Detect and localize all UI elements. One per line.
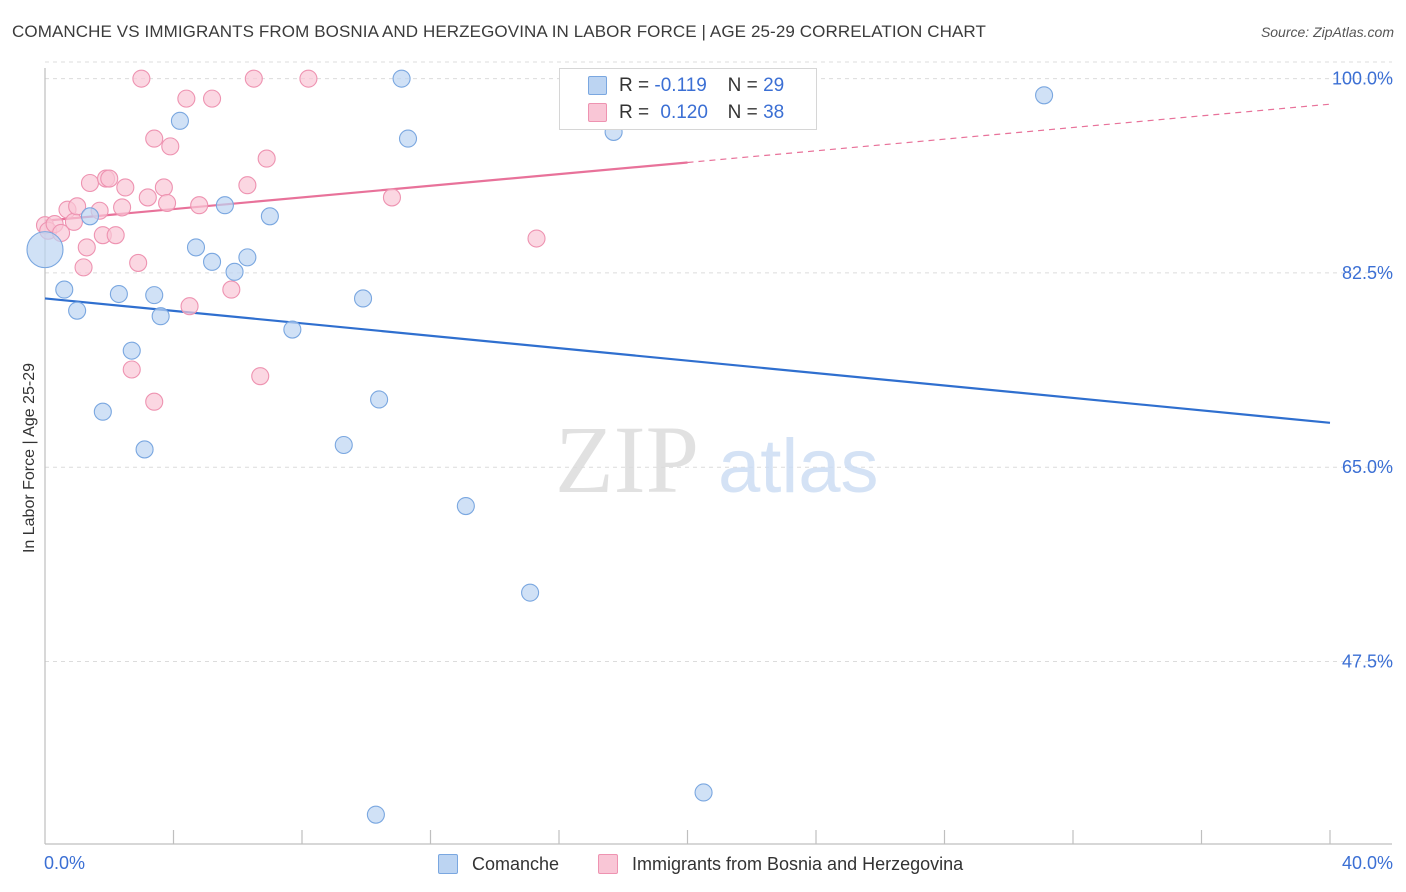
gridlines [45, 61, 1392, 662]
y-tick-label: 47.5% [1342, 651, 1393, 671]
legend-r-label: R = [619, 102, 650, 123]
point-comanche [80, 207, 100, 226]
point-comanche [334, 435, 353, 455]
legend-swatch-bosnia [588, 103, 607, 122]
point-bosnia [203, 89, 222, 108]
x-tick-label: 40.0% [1342, 853, 1393, 873]
point-comanche [225, 262, 244, 281]
point-bosnia [158, 193, 177, 213]
point-bosnia [145, 129, 164, 148]
y-tick-label: 100.0% [1332, 69, 1393, 89]
point-bosnia [161, 137, 180, 156]
point-comanche [135, 440, 154, 459]
point-comanche [93, 402, 112, 421]
point-bosnia [116, 178, 135, 197]
y-tick-label: 65.0% [1342, 457, 1393, 477]
point-comanche [370, 390, 389, 409]
point-comanche [109, 284, 128, 304]
y-tick-label: 82.5% [1342, 263, 1393, 283]
legend-r-value-comanche: -0.119 [654, 75, 707, 96]
point-bosnia [80, 173, 100, 193]
bottom-legend-swatch-comanche [438, 854, 458, 874]
point-comanche [1035, 86, 1054, 105]
point-comanche [366, 805, 385, 824]
legend-n-value-comanche: 29 [763, 75, 785, 96]
point-comanche [145, 286, 164, 305]
trend-line-comanche [44, 297, 1331, 424]
point-bosnia [100, 169, 119, 188]
legend-r-value-bosnia: 0.120 [660, 102, 708, 123]
legend-n-label: N = [727, 75, 758, 96]
trend-lines [44, 103, 1331, 424]
bottom-legend-label-bosnia: Immigrants from Bosnia and Herzegovina [632, 854, 964, 874]
point-bosnia [257, 149, 276, 168]
point-bosnia [113, 198, 132, 217]
point-bosnia [527, 229, 546, 248]
point-bosnia [154, 178, 173, 197]
point-comanche [215, 196, 234, 215]
point-bosnia [177, 89, 196, 108]
point-comanche [456, 497, 475, 516]
point-bosnia [222, 280, 241, 299]
point-bosnia [180, 297, 199, 316]
point-bosnia [190, 196, 209, 215]
point-bosnia [68, 197, 87, 216]
point-bosnia [138, 188, 157, 207]
point-bosnia [74, 258, 93, 277]
point-bosnia [122, 360, 141, 379]
watermark: ZIP atlas [555, 406, 879, 513]
bottom-legend-label-comanche: Comanche [472, 854, 560, 874]
legend-r-label: R = [619, 75, 650, 96]
point-bosnia [382, 188, 402, 207]
point-comanche [122, 341, 141, 360]
y-axis-label: In Labor Force | Age 25-29 [21, 362, 38, 554]
legend-n-label: N = [727, 102, 758, 123]
point-bosnia [244, 69, 263, 88]
point-bosnia [251, 367, 270, 386]
point-bosnia [132, 69, 151, 88]
watermark-zip: ZIP [555, 406, 699, 513]
source-note: Source: ZipAtlas.com [1260, 24, 1394, 40]
point-comanche [238, 248, 257, 267]
point-comanche [170, 111, 189, 130]
legend-n-value-bosnia: 38 [763, 102, 785, 123]
point-comanche [26, 231, 64, 269]
point-bosnia [238, 176, 257, 195]
correlation-legend: R = -0.119 N = 29 R = 0.120 N = 38 [559, 68, 817, 130]
point-comanche [260, 207, 279, 226]
point-bosnia [77, 238, 96, 257]
trend-line-dashed-bosnia [687, 103, 1331, 164]
tick-labels: 47.5% 65.0% 82.5% 100.0% 0.0% 40.0% [44, 69, 1393, 873]
point-comanche [398, 129, 418, 148]
chart-title: COMANCHE VS IMMIGRANTS FROM BOSNIA AND H… [12, 22, 986, 41]
point-comanche [55, 280, 74, 299]
point-comanche [151, 307, 170, 326]
point-comanche [283, 320, 302, 339]
point-bosnia [145, 392, 164, 411]
point-bosnia [129, 253, 148, 272]
trend-line-bosnia [44, 161, 688, 222]
data-points [26, 69, 1054, 824]
point-comanche [203, 252, 222, 271]
point-bosnia [299, 69, 318, 88]
point-comanche [694, 783, 713, 802]
x-tick-label: 0.0% [44, 853, 85, 873]
point-comanche [521, 583, 540, 602]
point-comanche [186, 238, 206, 257]
watermark-atlas: atlas [718, 424, 879, 509]
point-comanche [353, 289, 373, 308]
legend-swatch-comanche [588, 76, 607, 95]
point-bosnia [64, 212, 83, 231]
point-bosnia [106, 226, 125, 245]
bottom-legend-swatch-bosnia [598, 854, 618, 874]
point-comanche [392, 69, 411, 88]
axes [44, 68, 1392, 845]
point-comanche [68, 301, 87, 320]
